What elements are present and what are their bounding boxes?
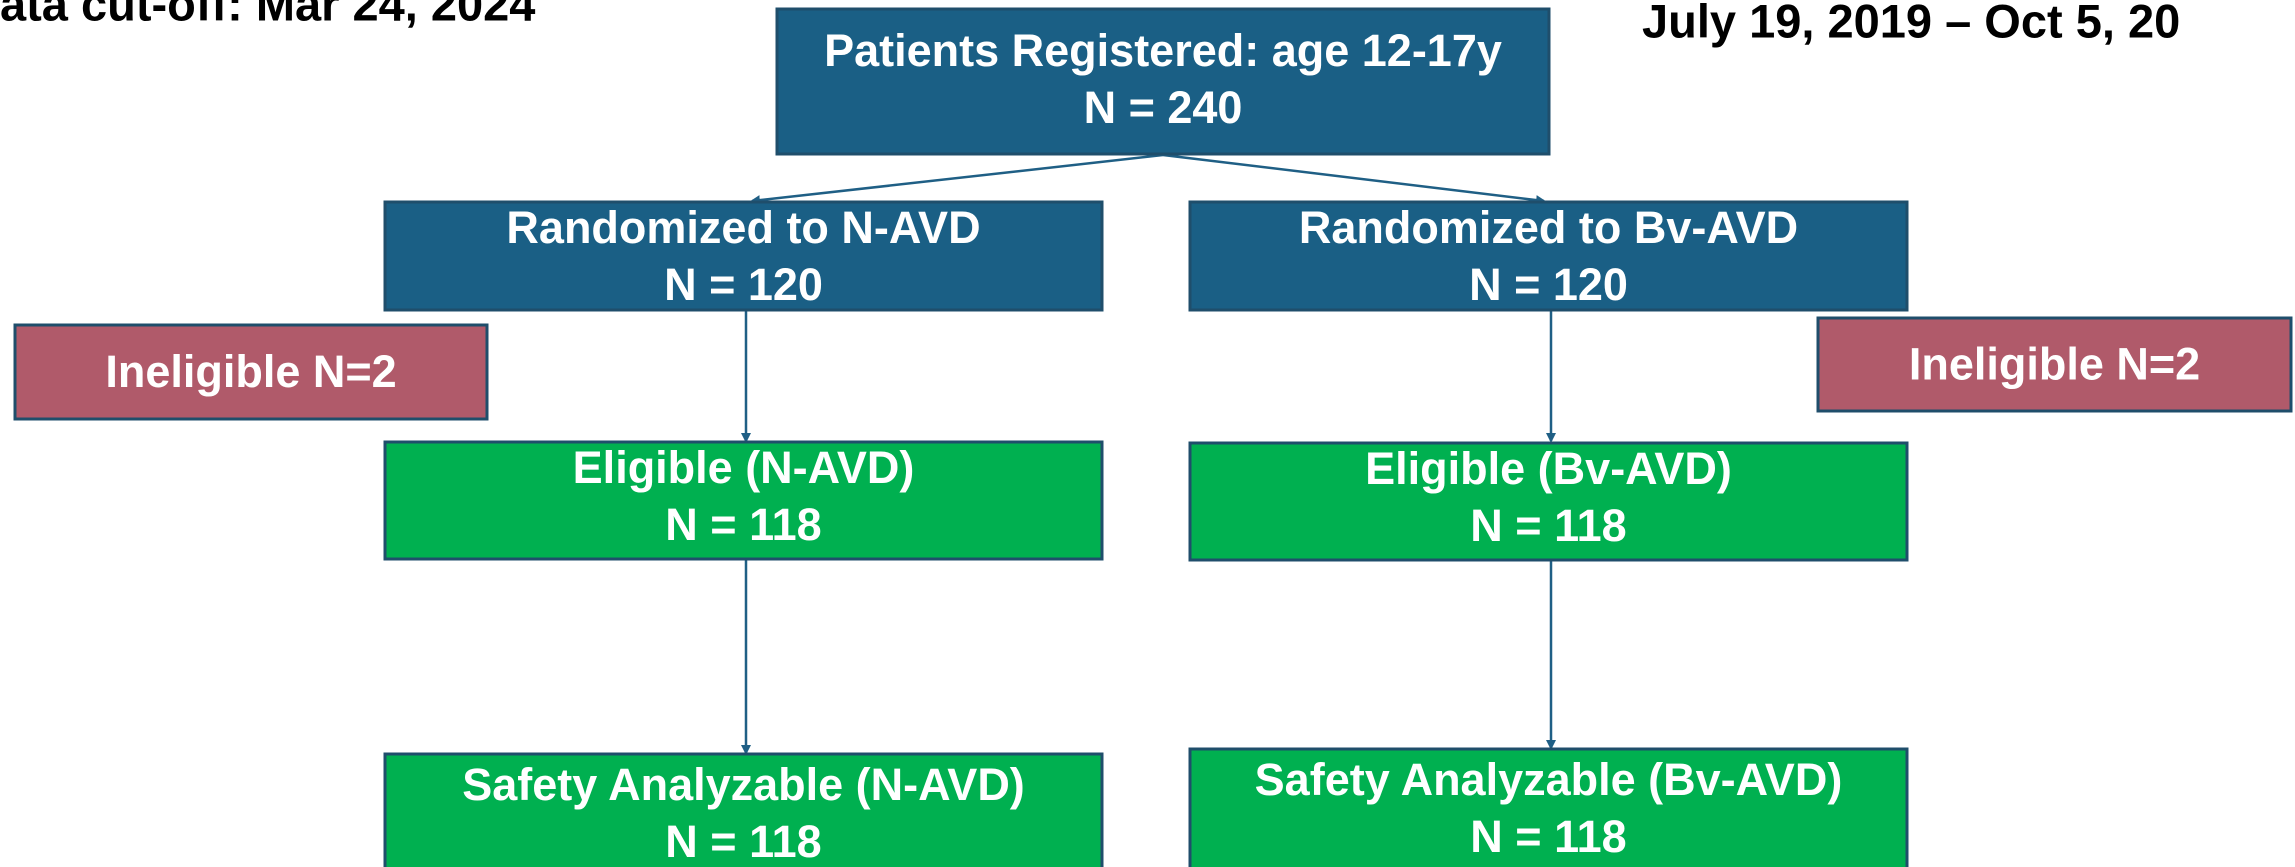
cutoff-text: ata cut-off: Mar 24, 2024 xyxy=(0,0,535,30)
node-label: Ineligible N=2 xyxy=(1909,338,2200,389)
node-label: Safety Analyzable (Bv-AVD) xyxy=(1255,754,1843,805)
node-box xyxy=(1188,441,1909,562)
arrow xyxy=(1162,153,1546,206)
node-count: N = 118 xyxy=(665,499,821,550)
arrow xyxy=(750,153,1164,206)
node-box xyxy=(383,440,1104,561)
node-box xyxy=(1816,316,2293,413)
node-box xyxy=(775,7,1551,156)
node-count: N = 118 xyxy=(1470,500,1626,551)
node-label: Safety Analyzable (N-AVD) xyxy=(462,759,1025,810)
node-count: N = 120 xyxy=(664,259,823,310)
node-label: Randomized to Bv-AVD xyxy=(1299,202,1798,253)
node-label: Patients Registered: age 12-17y xyxy=(824,25,1502,76)
node-count: N = 120 xyxy=(1469,259,1628,310)
node-count: N = 118 xyxy=(1470,811,1626,862)
node-label: Eligible (N-AVD) xyxy=(573,442,915,493)
node-count: N = 240 xyxy=(1084,82,1243,133)
node-box xyxy=(383,752,1104,867)
node-box xyxy=(13,323,489,421)
node-count: N = 118 xyxy=(665,816,821,867)
node-box xyxy=(1188,747,1909,867)
node-label: Ineligible N=2 xyxy=(105,346,396,397)
node-box xyxy=(383,200,1104,312)
node-box xyxy=(1188,200,1909,312)
node-label: Eligible (Bv-AVD) xyxy=(1365,443,1732,494)
date-range-text: July 19, 2019 – Oct 5, 20 xyxy=(1642,0,2180,47)
node-label: Randomized to N-AVD xyxy=(506,202,980,253)
